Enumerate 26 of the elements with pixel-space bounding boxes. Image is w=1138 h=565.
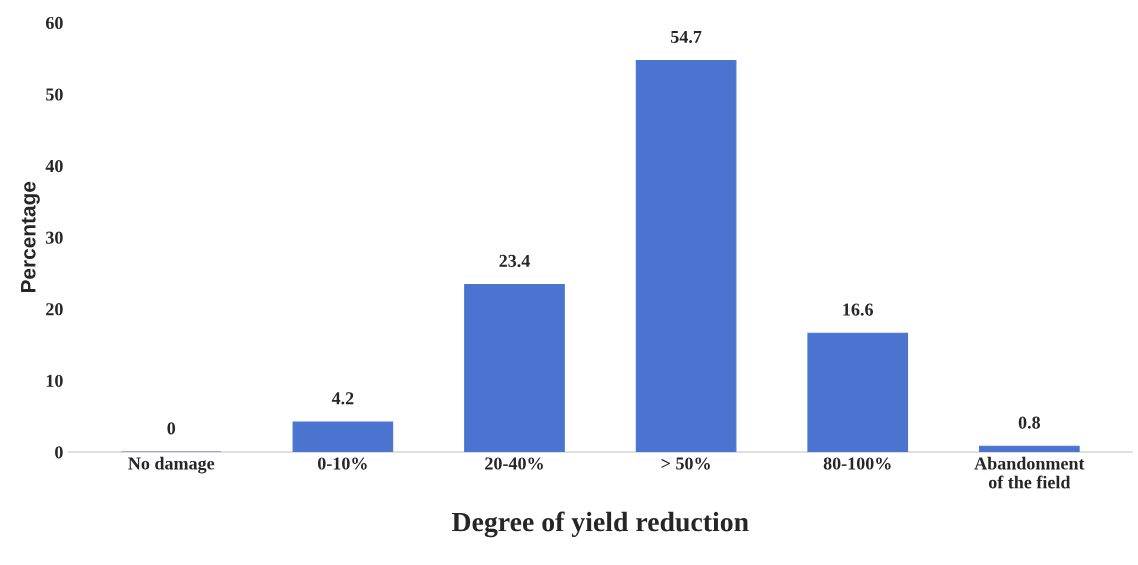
bar — [635, 59, 737, 452]
x-tick-label: 0-10% — [317, 457, 367, 470]
x-tick-label: Abandonment of the field — [974, 456, 1085, 489]
y-tick-label: 0 — [55, 446, 63, 459]
data-label: 4.2 — [331, 392, 354, 405]
bar — [979, 445, 1080, 452]
y-tick-label: 20 — [46, 303, 63, 316]
x-tick-label: > 50% — [661, 457, 710, 470]
x-tick-label: No damage — [128, 456, 215, 474]
x-tick-label: 80-100% — [823, 457, 891, 470]
bar — [807, 332, 909, 452]
y-tick-label: 10 — [46, 374, 63, 387]
y-axis-title: Percentage — [21, 181, 40, 293]
x-tick-label: 20-40% — [485, 457, 543, 470]
bar — [464, 283, 565, 452]
data-label: 0 — [167, 422, 176, 435]
data-label: 54.7 — [671, 30, 702, 44]
y-tick-label: 60 — [45, 16, 63, 30]
y-tick-label: 30 — [46, 231, 63, 244]
y-tick-label: 40 — [45, 159, 63, 173]
data-label: 0.8 — [1018, 416, 1041, 429]
data-label: 23.4 — [499, 254, 530, 268]
y-tick-label: 50 — [46, 88, 63, 101]
x-axis-title: Degree of yield reduction — [452, 511, 749, 538]
bar — [292, 421, 394, 452]
data-label: 16.6 — [843, 303, 873, 316]
